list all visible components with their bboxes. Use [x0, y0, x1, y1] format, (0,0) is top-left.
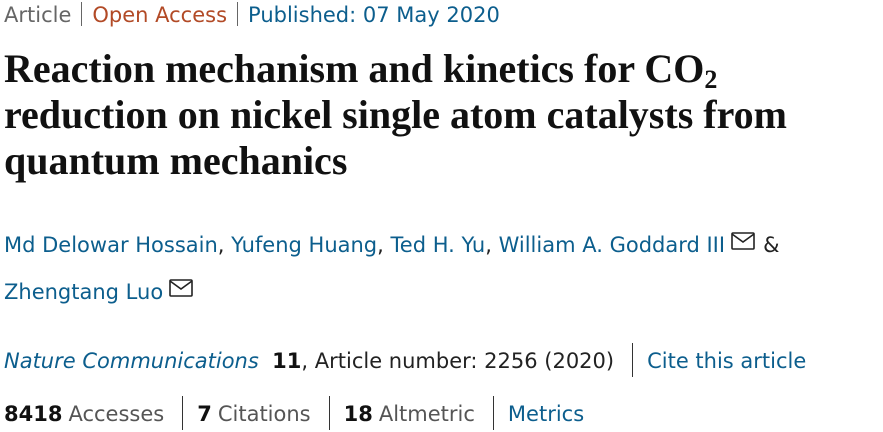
published-date: Published: 07 May 2020 [248, 3, 500, 27]
cite-link[interactable]: Cite this article [647, 349, 807, 373]
author-name[interactable]: Ted H. Yu [390, 233, 486, 257]
author-name[interactable]: Yufeng Huang [231, 233, 378, 257]
author-separator: , [485, 233, 492, 257]
author-separator: , [217, 233, 225, 257]
metrics-link[interactable]: Metrics [507, 402, 585, 426]
divider [81, 2, 83, 26]
author-list: Md Delowar Hossain, Yufeng Huang, Ted H.… [4, 222, 874, 316]
altmetric-label: Altmetric [378, 402, 475, 426]
title-subscript: 2 [704, 65, 718, 94]
article-number: , Article number: 2256 (2020) [301, 349, 615, 373]
author-separator: , [377, 233, 384, 257]
citation: Nature Communications 11, Article number… [4, 343, 806, 377]
accesses-count: 8418 [4, 402, 63, 426]
article-meta: Article Open Access Published: 07 May 2020 [4, 2, 500, 27]
author: Ted H. Yu, [391, 233, 492, 257]
author: William A. Goddard III & [498, 232, 780, 257]
journal: Nature Communications [4, 349, 259, 373]
divider [492, 396, 494, 430]
author-name[interactable]: William A. Goddard III [498, 233, 726, 257]
author: Zhengtang Luo [4, 279, 193, 304]
divider [328, 396, 330, 430]
divider [632, 343, 634, 377]
metrics: 8418 Accesses 7 Citations 18 Altmetric Metrics [4, 396, 584, 430]
author-separator: & [763, 233, 780, 257]
volume: 11 [272, 349, 302, 373]
citations-label: Citations [217, 402, 311, 426]
divider [237, 2, 239, 26]
accesses-label: Accesses [68, 402, 165, 426]
email-icon[interactable] [169, 279, 193, 297]
author: Md Delowar Hossain, [4, 233, 224, 257]
email-icon[interactable] [731, 232, 755, 250]
altmetric-count: 18 [343, 402, 373, 426]
author: Yufeng Huang, [231, 233, 384, 257]
citations-count: 7 [197, 402, 212, 426]
author-name[interactable]: Md Delowar Hossain [4, 233, 218, 257]
title-text: Reaction mechanism and kinetics for CO [4, 46, 705, 91]
article-type: Article [4, 3, 72, 27]
author-name[interactable]: Zhengtang Luo [4, 280, 164, 304]
open-access: Open Access [92, 3, 228, 27]
title-rest: reduction on nickel single atom catalyst… [4, 92, 787, 183]
divider [182, 396, 184, 430]
article-title: Reaction mechanism and kinetics for CO2 … [4, 46, 883, 184]
